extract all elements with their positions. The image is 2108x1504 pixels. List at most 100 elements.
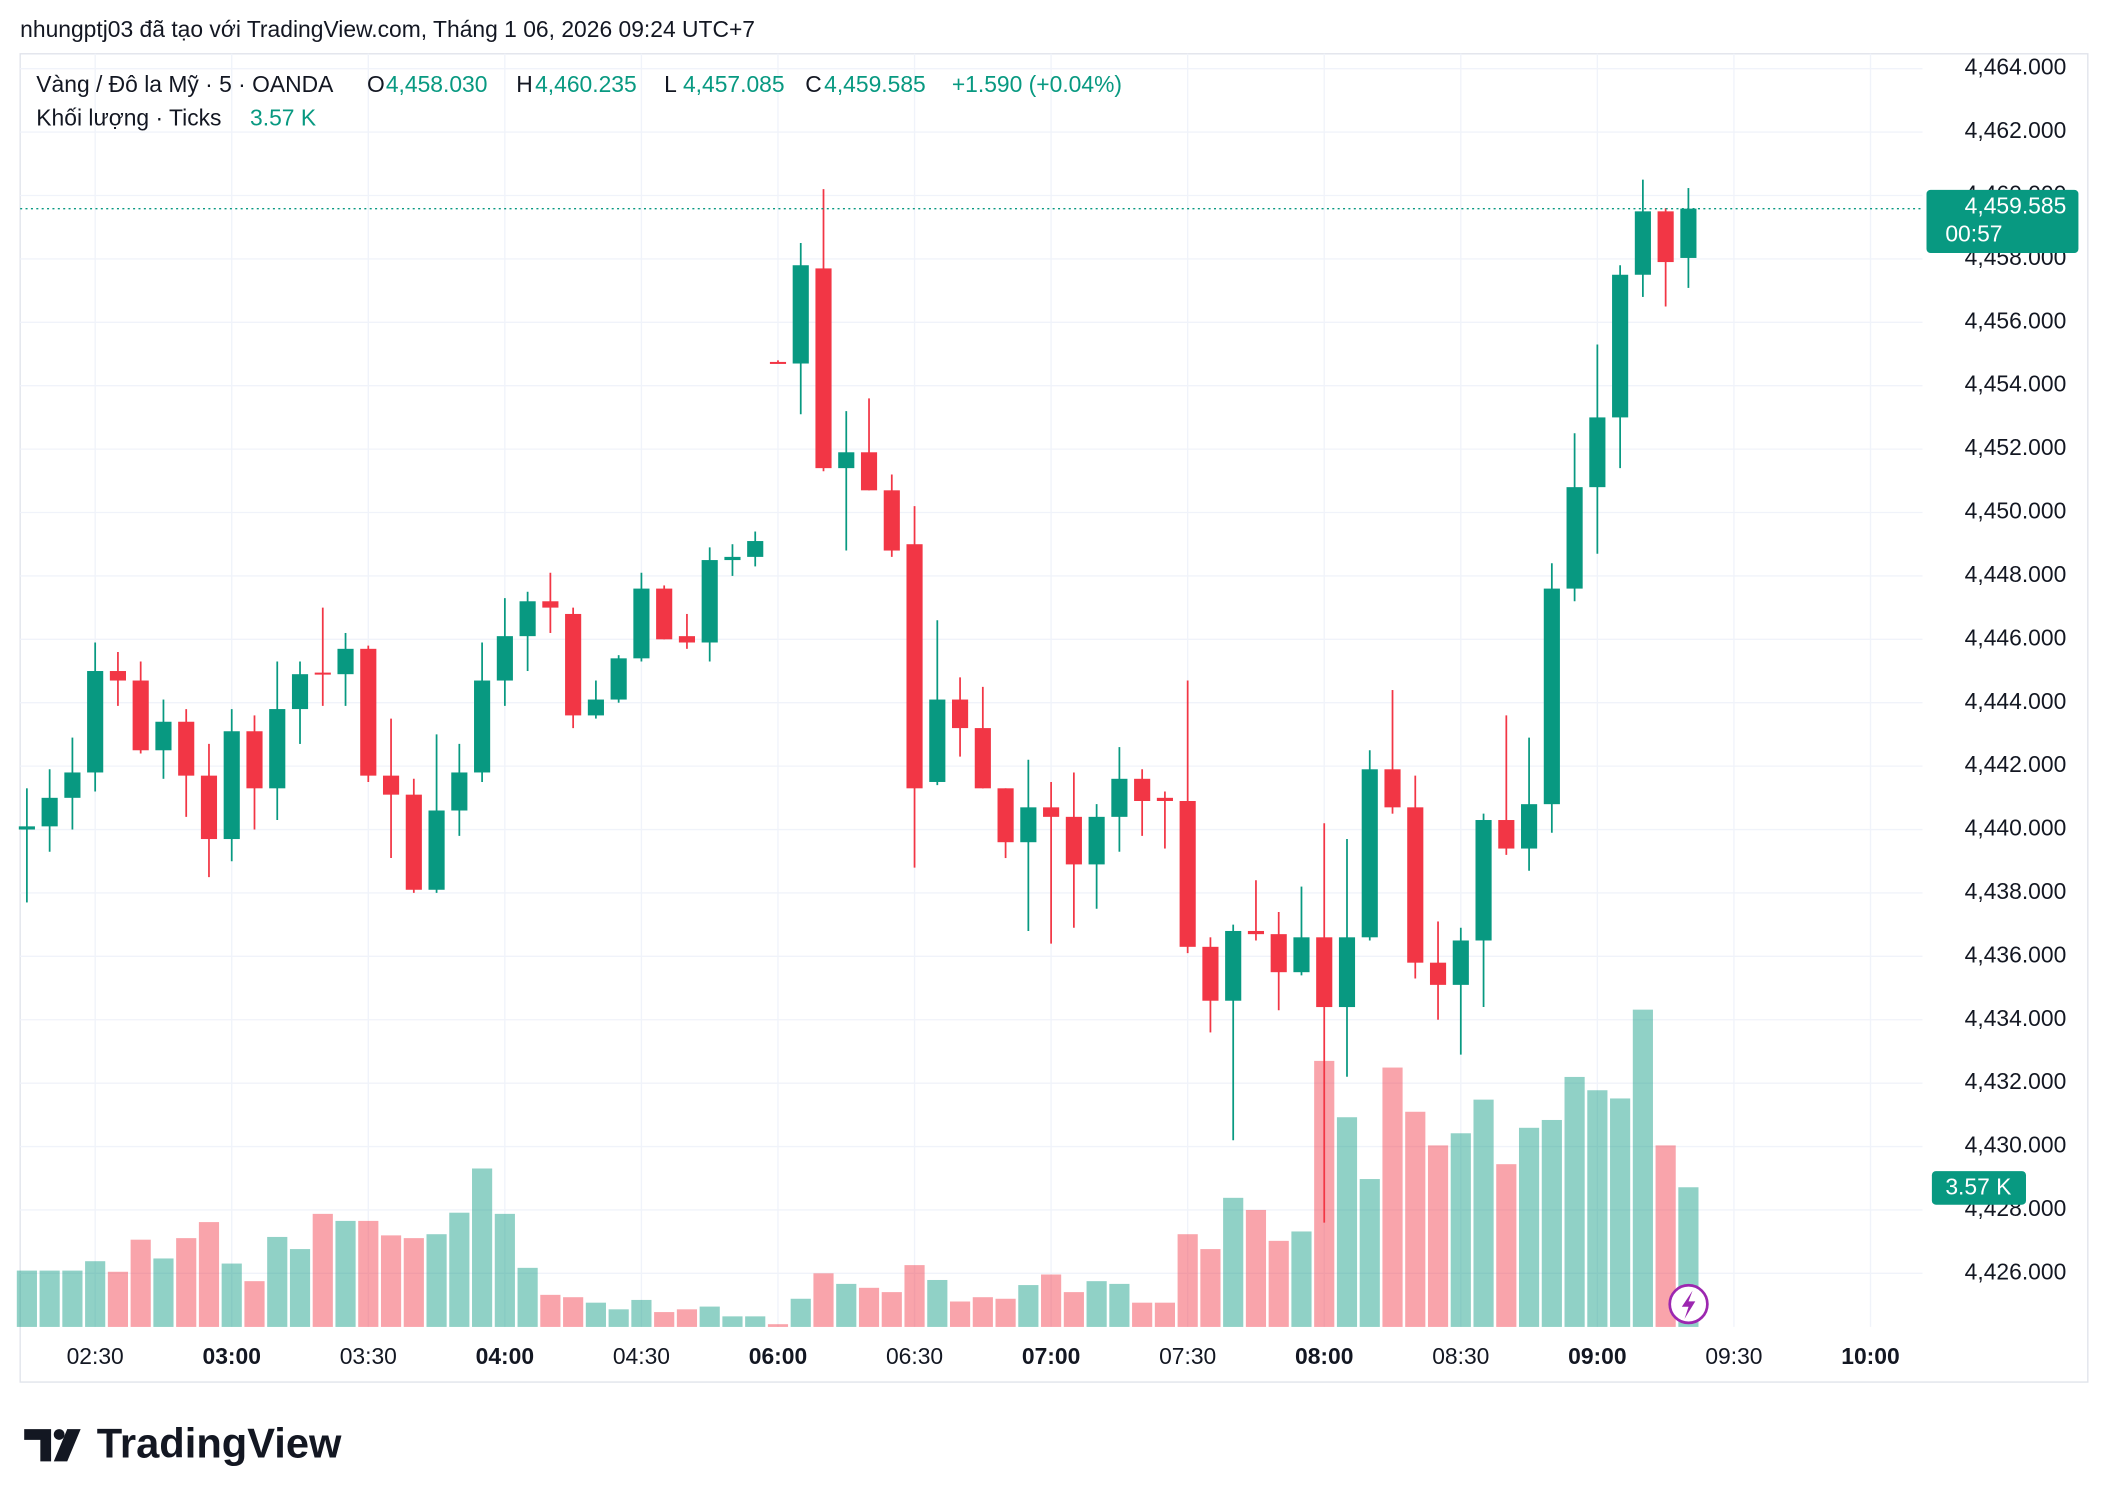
candle-body — [1407, 807, 1424, 963]
volume-bar — [1496, 1164, 1517, 1327]
volume-badge — [1931, 1171, 2026, 1205]
x-tick-label: 03:00 — [203, 1343, 261, 1369]
volume-bar — [927, 1279, 948, 1327]
volume-bar — [1541, 1119, 1562, 1327]
candle-body — [1020, 807, 1037, 843]
candle-body — [314, 672, 331, 675]
candle-body — [1475, 820, 1492, 941]
candle-body — [1316, 937, 1333, 1008]
candle-body — [656, 588, 673, 640]
legend-value: 4,457.085 — [683, 71, 785, 97]
x-tick-label: 10:00 — [1841, 1343, 1899, 1369]
flash-icon — [1668, 1283, 1709, 1325]
y-tick-label: 4,438.000 — [1965, 878, 2067, 904]
volume-name: Khối lượng · Ticks — [36, 105, 221, 131]
volume-bar — [1382, 1067, 1403, 1327]
volume-bar — [16, 1270, 37, 1327]
y-tick-label: 4,456.000 — [1965, 307, 2067, 333]
volume-bar — [1063, 1292, 1084, 1327]
symbol: Vàng / Đô la Mỹ · 5 · OANDA — [36, 71, 334, 97]
volume-bar — [1518, 1127, 1540, 1327]
candle-body — [1498, 820, 1515, 849]
candle-body — [155, 721, 172, 751]
candle-body — [223, 731, 240, 840]
legend-key: L — [664, 71, 677, 97]
candle-body — [1088, 816, 1105, 865]
candle-body — [1589, 417, 1606, 488]
candle-body — [883, 490, 900, 551]
candle-body — [1293, 937, 1310, 973]
x-tick-label: 09:30 — [1705, 1343, 1762, 1369]
volume-bar — [1610, 1098, 1631, 1327]
candle-body — [41, 797, 58, 827]
volume-bar — [1473, 1099, 1494, 1327]
volume-bar — [1268, 1240, 1289, 1327]
legend-value: 4,459.585 — [824, 71, 926, 97]
volume-bar — [1109, 1283, 1130, 1327]
candle-body — [496, 636, 513, 681]
volume-bar — [403, 1238, 424, 1327]
volume-bar — [790, 1298, 811, 1327]
volume-bar — [1245, 1209, 1267, 1327]
candle-body — [1134, 778, 1151, 801]
legend-value: 4,458.030 — [386, 71, 488, 97]
volume-bar — [676, 1309, 698, 1327]
volume-bar — [1200, 1249, 1221, 1327]
volume-bar — [608, 1309, 629, 1327]
volume-bar — [472, 1168, 493, 1327]
volume-bar — [426, 1234, 447, 1327]
ohlc-legend: O 4,458.030 H 4,460.235 L 4,457.085 C 4,459.585 — [367, 71, 926, 97]
x-tick-label: 06:00 — [749, 1343, 807, 1369]
candle-body — [269, 709, 286, 789]
volume-last: 3.57 K — [250, 105, 316, 131]
candle-body — [997, 788, 1014, 843]
volume-bar — [1359, 1179, 1380, 1327]
y-tick-label: 4,448.000 — [1965, 561, 2067, 587]
volume-bar — [631, 1299, 652, 1327]
candle-body — [360, 648, 377, 776]
volume-bar — [699, 1306, 720, 1327]
legend-key: C — [805, 71, 822, 97]
y-tick-label: 4,430.000 — [1965, 1132, 2067, 1158]
price-badge-label: 4,459.585 — [1965, 192, 2067, 218]
candle-body — [1225, 930, 1242, 1001]
x-tick-label: 07:00 — [1022, 1343, 1080, 1369]
candle-body — [382, 775, 400, 795]
volume-bar — [858, 1287, 880, 1327]
y-tick-label: 4,432.000 — [1965, 1068, 2067, 1094]
volume-bar — [1564, 1076, 1585, 1327]
volume-bar — [563, 1297, 584, 1327]
candle-body — [1452, 940, 1469, 985]
volume-bar — [654, 1312, 675, 1327]
candle-body — [747, 541, 764, 557]
candle-body — [1338, 937, 1356, 1008]
volume-bar — [358, 1220, 379, 1327]
candle-body — [64, 772, 81, 798]
volume-bar — [949, 1301, 971, 1327]
candle-body — [542, 601, 559, 608]
candle-body — [1543, 588, 1560, 805]
volume-bar — [745, 1316, 766, 1327]
volume-bar — [722, 1316, 743, 1327]
candle-body — [291, 674, 309, 710]
candle-body — [1202, 946, 1219, 1001]
candle-body — [1521, 804, 1538, 849]
candle-body — [246, 731, 263, 789]
volume-bar — [449, 1212, 470, 1327]
candle-body — [1612, 274, 1629, 418]
candle-layer — [18, 179, 1923, 1223]
candle-body — [929, 699, 946, 782]
candle-body — [1065, 816, 1082, 865]
volume-bar — [540, 1294, 561, 1327]
volume-bar — [335, 1220, 356, 1327]
volume-bar — [267, 1236, 288, 1327]
legend-key: H — [516, 71, 533, 97]
axis-layer: 4,426.0004,428.0004,430.0004,432.0004,43… — [67, 54, 2079, 1369]
volume-bar — [39, 1270, 60, 1327]
candle-body — [87, 671, 104, 773]
candle-body — [519, 601, 536, 637]
candle-body — [610, 658, 627, 700]
candle-body — [701, 560, 718, 643]
candle-body — [428, 810, 445, 890]
